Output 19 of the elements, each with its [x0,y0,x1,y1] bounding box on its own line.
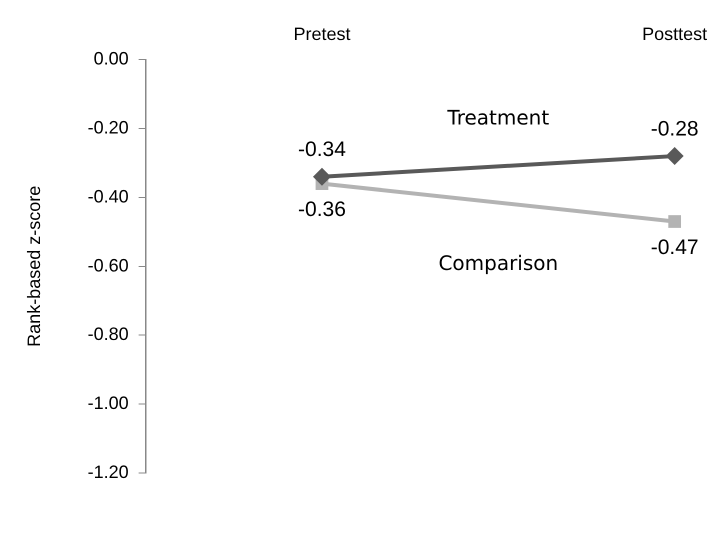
x-tick-label: Posttest [642,24,708,44]
y-tick-label: -0.40 [88,186,129,206]
series-label: Treatment [446,106,550,130]
point [666,147,684,166]
y-tick-label: -1.00 [88,393,129,414]
y-tick-label: -0.80 [88,324,129,344]
y-tick-label: -1.20 [88,462,129,482]
data-label: -0.36 [298,198,346,221]
data-label: -0.28 [650,117,699,140]
point [668,215,682,228]
data-label: -0.47 [650,236,699,259]
x-tick-label: Pretest [293,24,350,44]
y-tick-label: 0.00 [94,48,129,69]
point [312,168,331,186]
y-axis-title: Rank-based z-score [24,186,44,347]
y-tick-label: -0.60 [88,255,129,276]
data-label: -0.34 [298,138,346,162]
y-tick-label: -0.20 [88,117,129,138]
text: Comparison [438,250,558,275]
